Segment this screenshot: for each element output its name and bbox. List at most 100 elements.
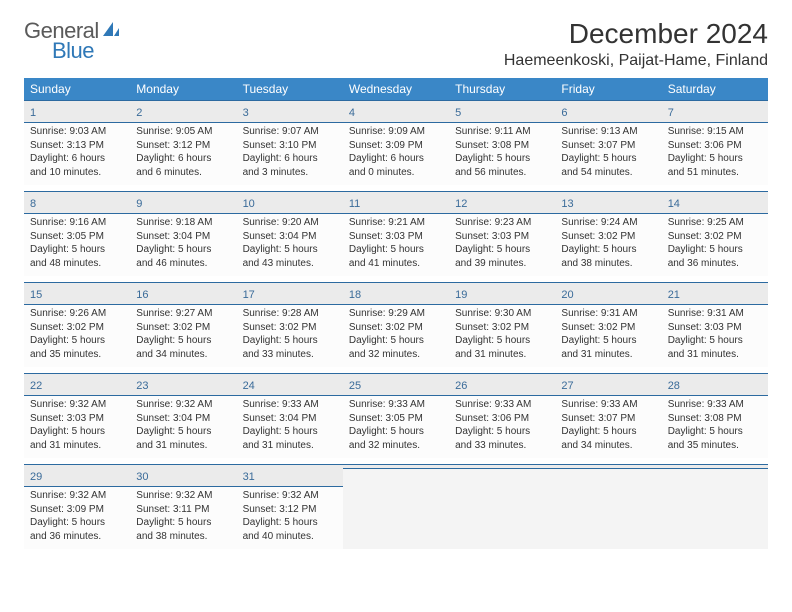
daylight-text: Daylight: 5 hours [243,516,337,530]
sunset-text: Sunset: 3:08 PM [668,412,762,426]
day-number-bar: 23 [130,373,236,396]
daylight-text: and 34 minutes. [136,348,230,362]
daylight-text: Daylight: 5 hours [136,425,230,439]
daylight-text: and 33 minutes. [455,439,549,453]
daylight-text: and 36 minutes. [668,257,762,271]
day-number-bar: 28 [662,373,768,396]
sunset-text: Sunset: 3:02 PM [561,230,655,244]
daylight-text: and 10 minutes. [30,166,124,180]
sunset-text: Sunset: 3:12 PM [136,139,230,153]
day-number-bar: 1 [24,100,130,123]
daylight-text: Daylight: 5 hours [243,425,337,439]
day-number-bar [343,464,449,469]
calendar-cell: 2Sunrise: 9:05 AMSunset: 3:12 PMDaylight… [130,100,236,185]
daylight-text: and 46 minutes. [136,257,230,271]
sunrise-text: Sunrise: 9:31 AM [561,307,655,321]
location-subtitle: Haemeenkoski, Paijat-Hame, Finland [504,52,768,70]
sunrise-text: Sunrise: 9:18 AM [136,216,230,230]
day-number-bar: 11 [343,191,449,214]
day-number-bar: 6 [555,100,661,123]
daylight-text: and 31 minutes. [243,439,337,453]
sunrise-text: Sunrise: 9:20 AM [243,216,337,230]
sunrise-text: Sunrise: 9:03 AM [30,125,124,139]
daylight-text: Daylight: 5 hours [455,243,549,257]
daylight-text: Daylight: 5 hours [349,334,443,348]
daylight-text: and 31 minutes. [561,348,655,362]
calendar-week: 22Sunrise: 9:32 AMSunset: 3:03 PMDayligh… [24,373,768,458]
daylight-text: and 54 minutes. [561,166,655,180]
calendar-cell: 23Sunrise: 9:32 AMSunset: 3:04 PMDayligh… [130,373,236,458]
daylight-text: and 35 minutes. [668,439,762,453]
sunrise-text: Sunrise: 9:33 AM [349,398,443,412]
daylight-text: Daylight: 5 hours [30,516,124,530]
day-number-bar: 29 [24,464,130,487]
day-number: 1 [30,107,36,119]
daylight-text: Daylight: 5 hours [455,334,549,348]
day-number-bar: 13 [555,191,661,214]
sunrise-text: Sunrise: 9:07 AM [243,125,337,139]
daylight-text: and 31 minutes. [30,439,124,453]
day-number-bar: 12 [449,191,555,214]
daylight-text: Daylight: 5 hours [30,334,124,348]
sunset-text: Sunset: 3:04 PM [136,230,230,244]
daylight-text: Daylight: 5 hours [561,334,655,348]
topbar: General Blue December 2024 Haemeenkoski,… [24,18,768,70]
day-number-bar: 4 [343,100,449,123]
day-number-bar: 9 [130,191,236,214]
daylight-text: Daylight: 5 hours [561,243,655,257]
brand-logo: General Blue [24,18,121,64]
sunset-text: Sunset: 3:02 PM [561,321,655,335]
day-number-bar: 19 [449,282,555,305]
day-number: 12 [455,198,467,210]
daylight-text: and 48 minutes. [30,257,124,271]
sunset-text: Sunset: 3:09 PM [30,503,124,517]
calendar-cell: 5Sunrise: 9:11 AMSunset: 3:08 PMDaylight… [449,100,555,185]
sunrise-text: Sunrise: 9:05 AM [136,125,230,139]
sunset-text: Sunset: 3:12 PM [243,503,337,517]
calendar-cell: 25Sunrise: 9:33 AMSunset: 3:05 PMDayligh… [343,373,449,458]
sunrise-text: Sunrise: 9:29 AM [349,307,443,321]
day-number-bar: 20 [555,282,661,305]
sunrise-text: Sunrise: 9:11 AM [455,125,549,139]
calendar-cell: 4Sunrise: 9:09 AMSunset: 3:09 PMDaylight… [343,100,449,185]
daylight-text: and 43 minutes. [243,257,337,271]
daylight-text: and 6 minutes. [136,166,230,180]
sunset-text: Sunset: 3:08 PM [455,139,549,153]
sunset-text: Sunset: 3:04 PM [243,412,337,426]
sunset-text: Sunset: 3:02 PM [349,321,443,335]
sunset-text: Sunset: 3:05 PM [30,230,124,244]
daylight-text: Daylight: 6 hours [243,152,337,166]
daylight-text: and 32 minutes. [349,348,443,362]
sunrise-text: Sunrise: 9:26 AM [30,307,124,321]
daylight-text: Daylight: 5 hours [668,334,762,348]
daylight-text: Daylight: 5 hours [243,334,337,348]
daylight-text: and 39 minutes. [455,257,549,271]
day-number: 21 [668,289,680,301]
day-number: 7 [668,107,674,119]
day-of-week-header: SundayMondayTuesdayWednesdayThursdayFrid… [24,78,768,100]
sunset-text: Sunset: 3:07 PM [561,139,655,153]
daylight-text: Daylight: 5 hours [668,425,762,439]
calendar-cell: 31Sunrise: 9:32 AMSunset: 3:12 PMDayligh… [237,464,343,549]
day-number-bar: 3 [237,100,343,123]
sunset-text: Sunset: 3:02 PM [30,321,124,335]
sunrise-text: Sunrise: 9:28 AM [243,307,337,321]
daylight-text: Daylight: 5 hours [455,152,549,166]
day-number-bar: 31 [237,464,343,487]
sunset-text: Sunset: 3:02 PM [668,230,762,244]
daylight-text: Daylight: 6 hours [349,152,443,166]
sunrise-text: Sunrise: 9:23 AM [455,216,549,230]
sunrise-text: Sunrise: 9:32 AM [30,489,124,503]
sunrise-text: Sunrise: 9:33 AM [243,398,337,412]
daylight-text: and 31 minutes. [455,348,549,362]
day-number: 25 [349,380,361,392]
sunrise-text: Sunrise: 9:16 AM [30,216,124,230]
calendar-week: 1Sunrise: 9:03 AMSunset: 3:13 PMDaylight… [24,100,768,185]
day-number-bar: 30 [130,464,236,487]
day-number: 8 [30,198,36,210]
day-of-week-label: Saturday [662,78,768,100]
day-number-bar: 26 [449,373,555,396]
calendar-cell: 15Sunrise: 9:26 AMSunset: 3:02 PMDayligh… [24,282,130,367]
calendar-cell-empty [555,464,661,549]
calendar-cell: 14Sunrise: 9:25 AMSunset: 3:02 PMDayligh… [662,191,768,276]
